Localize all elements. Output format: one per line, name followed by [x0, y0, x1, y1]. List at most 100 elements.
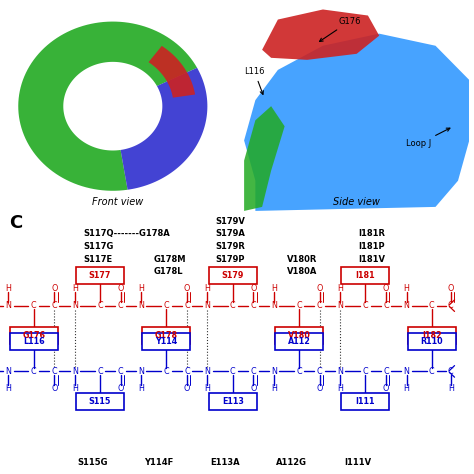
Text: Front view: Front view	[91, 197, 143, 207]
Text: V180A: V180A	[287, 267, 317, 276]
Text: O: O	[184, 284, 190, 293]
Text: H: H	[337, 384, 343, 393]
Text: H: H	[448, 384, 454, 393]
Text: H: H	[72, 284, 78, 293]
Text: L116: L116	[23, 337, 45, 346]
FancyBboxPatch shape	[9, 333, 57, 349]
Text: N: N	[404, 301, 410, 310]
Polygon shape	[148, 46, 195, 98]
FancyBboxPatch shape	[209, 393, 256, 410]
Text: C: C	[97, 367, 103, 376]
Text: O: O	[447, 284, 454, 293]
Text: N: N	[138, 367, 144, 376]
Text: C: C	[448, 367, 454, 376]
Text: N: N	[337, 367, 343, 376]
Text: C: C	[296, 301, 302, 310]
Text: C: C	[429, 301, 435, 310]
Text: S117Q-------G178A: S117Q-------G178A	[83, 229, 170, 238]
Text: S117V: S117V	[83, 267, 113, 276]
Text: H: H	[205, 284, 210, 293]
Text: C: C	[448, 301, 454, 310]
Text: G178L: G178L	[154, 267, 183, 276]
FancyBboxPatch shape	[9, 328, 57, 344]
Text: G176: G176	[319, 17, 361, 42]
Text: I181V: I181V	[358, 255, 385, 264]
Text: N: N	[6, 301, 11, 310]
Text: C: C	[118, 367, 123, 376]
Text: N: N	[138, 301, 144, 310]
Text: H: H	[337, 284, 343, 293]
Text: Side view: Side view	[333, 197, 380, 207]
Text: N: N	[205, 301, 210, 310]
Text: S177: S177	[89, 271, 111, 280]
Text: S179R: S179R	[216, 242, 246, 251]
Text: C: C	[250, 301, 256, 310]
FancyBboxPatch shape	[341, 267, 389, 284]
Text: C: C	[51, 367, 57, 376]
Text: S117G: S117G	[83, 242, 113, 251]
Text: C: C	[97, 301, 103, 310]
Text: H: H	[72, 384, 78, 393]
Text: H: H	[6, 384, 11, 393]
Text: H: H	[138, 284, 144, 293]
Text: A112G: A112G	[276, 458, 307, 467]
Text: S179P: S179P	[216, 255, 245, 264]
Text: S179A: S179A	[216, 229, 246, 238]
Text: G178: G178	[155, 331, 178, 340]
Polygon shape	[262, 9, 379, 60]
Text: C: C	[383, 301, 389, 310]
Text: H: H	[404, 284, 410, 293]
FancyBboxPatch shape	[76, 267, 124, 284]
Text: G176: G176	[22, 331, 45, 340]
Text: C: C	[118, 301, 123, 310]
Text: N: N	[404, 367, 410, 376]
Text: O: O	[383, 384, 389, 393]
Text: I181: I181	[356, 271, 375, 280]
Text: C: C	[296, 367, 302, 376]
Polygon shape	[244, 106, 284, 211]
FancyBboxPatch shape	[275, 333, 323, 349]
Text: C: C	[31, 301, 36, 310]
FancyBboxPatch shape	[408, 328, 456, 344]
Text: O: O	[250, 284, 256, 293]
Text: O: O	[383, 284, 389, 293]
Text: H: H	[205, 384, 210, 393]
Text: C: C	[429, 367, 435, 376]
Text: H: H	[404, 384, 410, 393]
Text: C: C	[164, 367, 169, 376]
Text: I181R: I181R	[358, 229, 385, 238]
Text: O: O	[118, 384, 124, 393]
Text: E113: E113	[222, 397, 244, 406]
Text: I181G: I181G	[358, 267, 385, 276]
Text: C: C	[184, 301, 190, 310]
Text: I111: I111	[356, 397, 375, 406]
FancyBboxPatch shape	[76, 393, 124, 410]
Polygon shape	[120, 68, 207, 190]
Text: O: O	[184, 384, 190, 393]
Text: S115: S115	[89, 397, 111, 406]
Text: C: C	[184, 367, 190, 376]
FancyBboxPatch shape	[209, 267, 256, 284]
Text: O: O	[51, 284, 57, 293]
Text: H: H	[6, 284, 11, 293]
Polygon shape	[18, 22, 197, 191]
FancyBboxPatch shape	[142, 333, 190, 349]
Text: I111V: I111V	[344, 458, 372, 467]
Text: I181P: I181P	[358, 242, 384, 251]
Text: L116: L116	[244, 67, 264, 94]
Text: O: O	[51, 384, 57, 393]
Text: S115G: S115G	[77, 458, 108, 467]
Polygon shape	[244, 34, 469, 211]
Text: O: O	[317, 284, 323, 293]
Text: V180R: V180R	[287, 255, 317, 264]
Text: S179T: S179T	[216, 267, 245, 276]
Text: Y114F: Y114F	[144, 458, 173, 467]
Text: C: C	[363, 301, 368, 310]
Text: C: C	[164, 301, 169, 310]
Text: N: N	[271, 301, 277, 310]
Text: S179V: S179V	[216, 217, 246, 226]
Text: G178M: G178M	[154, 255, 187, 264]
Text: C: C	[383, 367, 389, 376]
Text: C: C	[317, 367, 322, 376]
FancyBboxPatch shape	[142, 328, 190, 344]
